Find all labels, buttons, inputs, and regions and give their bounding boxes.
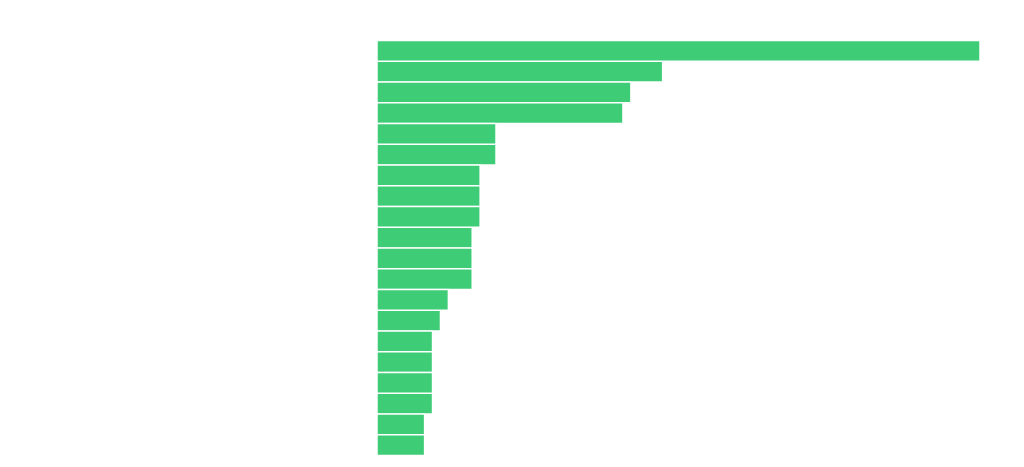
bar-7 bbox=[376, 185, 481, 208]
bar-17 bbox=[376, 392, 434, 415]
bar-3 bbox=[376, 102, 624, 125]
bar-1 bbox=[376, 60, 664, 83]
bar-11 bbox=[376, 268, 473, 291]
bar-14 bbox=[376, 330, 434, 353]
bar-0 bbox=[376, 39, 981, 62]
bar-2 bbox=[376, 81, 632, 104]
bar-13 bbox=[376, 309, 442, 332]
bar-15 bbox=[376, 351, 434, 374]
bar-4 bbox=[376, 122, 497, 145]
bar-18 bbox=[376, 413, 426, 436]
bar-8 bbox=[376, 205, 481, 228]
bar-9 bbox=[376, 226, 473, 249]
bar-12 bbox=[376, 288, 450, 311]
bar-19 bbox=[376, 434, 426, 457]
bar-16 bbox=[376, 371, 434, 394]
bar-6 bbox=[376, 164, 481, 187]
bar-5 bbox=[376, 143, 497, 166]
bar-10 bbox=[376, 247, 473, 270]
